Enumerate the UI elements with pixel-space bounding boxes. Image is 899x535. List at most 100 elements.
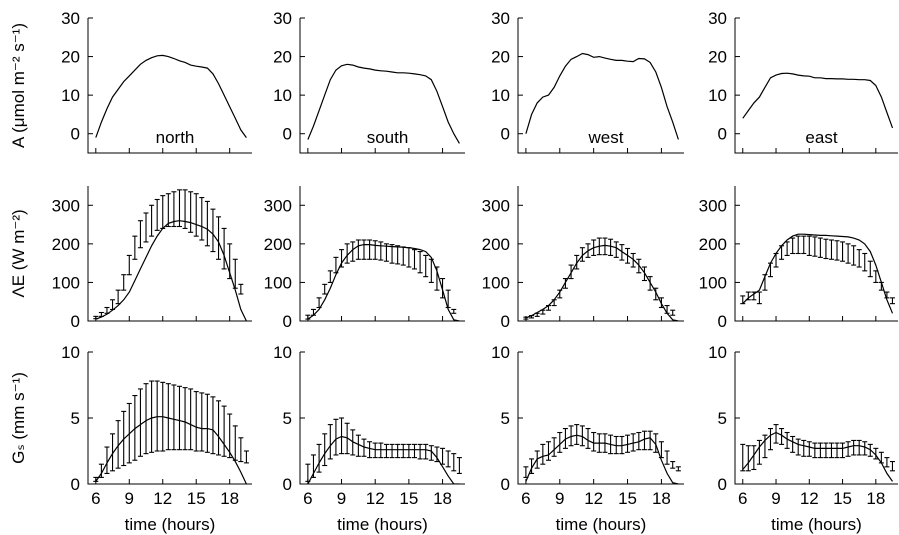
error-bar: [670, 461, 676, 469]
y-tick-label: 100: [699, 273, 727, 292]
error-bar: [675, 466, 681, 472]
error-bar: [216, 400, 222, 456]
error-bar: [383, 443, 389, 459]
y-axis-label: A (μmol m⁻² s⁻¹): [9, 23, 28, 148]
error-bar: [658, 441, 664, 459]
error-bar: [171, 384, 177, 451]
error-bar: [406, 443, 412, 459]
error-bar: [767, 428, 773, 451]
error-bar: [845, 243, 851, 264]
x-tick-label: 9: [555, 489, 564, 508]
error-bar: [210, 396, 216, 455]
series-line: [742, 233, 894, 314]
error-bar: [579, 247, 585, 262]
error-bar: [762, 434, 768, 459]
error-bar: [434, 446, 440, 463]
error-bar: [367, 441, 373, 459]
error-bar: [204, 393, 210, 453]
x-tick-label: 18: [433, 489, 452, 508]
y-tick-label: 5: [283, 409, 292, 428]
error-bar: [400, 246, 406, 266]
x-tick-label: 15: [187, 489, 206, 508]
error-bar: [193, 391, 199, 452]
error-bar: [812, 236, 818, 257]
y-tick-label: 0: [71, 475, 80, 494]
error-bar: [740, 295, 746, 305]
error-bar: [451, 453, 457, 472]
axes-frame: [734, 18, 898, 154]
error-bar: [740, 443, 746, 472]
panel-LE-south: 0 100 200 300: [264, 186, 465, 331]
y-tick-label: 20: [273, 48, 292, 67]
y-tick-label: 0: [71, 125, 80, 144]
error-bar: [199, 392, 205, 452]
error-bar: [591, 431, 597, 452]
error-bar: [121, 274, 127, 291]
error-bar: [851, 439, 857, 456]
y-tick-label: 100: [482, 273, 510, 292]
error-bar: [132, 235, 138, 260]
error-bar: [428, 258, 434, 283]
error-bar: [834, 240, 840, 261]
error-bar: [790, 237, 796, 255]
error-bar: [568, 425, 574, 447]
x-tick-label: 6: [91, 489, 100, 508]
error-bar: [767, 262, 773, 278]
error-bar: [745, 445, 751, 472]
error-bar: [613, 435, 619, 455]
error-bar: [327, 424, 333, 460]
y-tick-label: 0: [283, 475, 292, 494]
error-bar: [322, 433, 328, 467]
error-bar: [823, 442, 829, 459]
error-bar: [389, 244, 395, 264]
error-bar: [361, 239, 367, 260]
error-bar: [889, 461, 895, 472]
error-bar: [395, 245, 401, 265]
error-bar: [210, 208, 216, 253]
error-bar: [361, 438, 367, 457]
y-tick-label: 30: [708, 9, 727, 28]
error-bar: [817, 237, 823, 258]
error-bar: [316, 443, 322, 473]
y-tick-label: 0: [718, 475, 727, 494]
error-bar: [630, 252, 636, 268]
y-tick-label: 5: [718, 409, 727, 428]
error-bar: [856, 249, 862, 268]
x-tick-label: 6: [521, 489, 530, 508]
error-bar: [779, 428, 785, 445]
error-bar: [751, 445, 757, 471]
error-bar: [355, 239, 361, 260]
error-bar: [653, 433, 659, 453]
y-tick-label: 200: [482, 235, 510, 254]
error-bar: [232, 425, 238, 461]
panel-A-north: 0 10 20 30 north: [61, 9, 252, 154]
error-bar: [310, 308, 316, 316]
y-tick-label: 0: [501, 125, 510, 144]
y-tick-label: 10: [708, 343, 727, 362]
error-bar: [137, 388, 143, 457]
error-bar: [411, 443, 417, 459]
series-line: [525, 52, 679, 140]
series-line: [95, 416, 247, 484]
y-axis-label: Gₛ (mm s⁻¹): [9, 372, 28, 464]
error-bar: [828, 239, 834, 260]
y-tick-label: 30: [273, 9, 292, 28]
error-bar: [845, 441, 851, 457]
error-bar: [862, 252, 868, 272]
error-bar: [823, 238, 829, 260]
y-tick-label: 10: [61, 86, 80, 105]
error-bar: [856, 439, 862, 456]
error-bar: [641, 430, 647, 451]
error-bar: [154, 198, 160, 231]
y-tick-label: 10: [708, 86, 727, 105]
error-bar: [372, 442, 378, 459]
error-bar: [389, 443, 395, 459]
error-bar: [445, 450, 451, 468]
panel-LE-west: 0 100 200 300: [482, 186, 684, 331]
panel-A-south: 0 10 20 30 south: [273, 9, 465, 154]
error-bar: [840, 241, 846, 262]
error-bar: [817, 442, 823, 459]
error-bar: [619, 244, 625, 261]
error-bar: [670, 309, 676, 316]
y-tick-label: 0: [501, 312, 510, 331]
